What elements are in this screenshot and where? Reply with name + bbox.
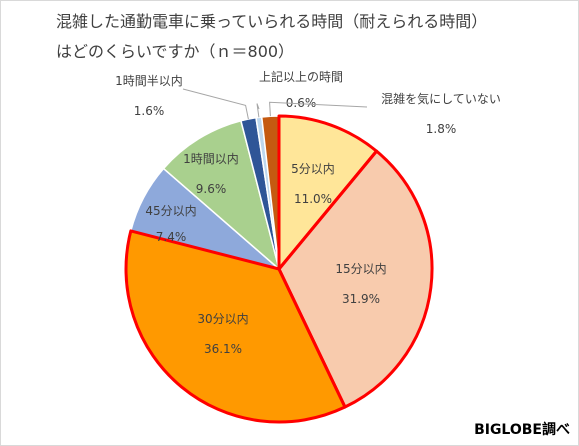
chart-subtitle: はどのくらいですか（ｎ＝800） bbox=[56, 42, 295, 61]
slice-5-label: 1時間以内 bbox=[183, 152, 239, 166]
slice-5-value-label: 9.6% bbox=[196, 182, 227, 196]
slice-2-label: 15分以内 bbox=[335, 262, 386, 276]
slice-6-value-label: 1.6% bbox=[134, 104, 165, 118]
slice-6-leader-line bbox=[182, 88, 249, 120]
slice-8-leader-line bbox=[269, 101, 368, 117]
slice-7-leader-line bbox=[256, 103, 260, 118]
chart-title: 混雑した通勤電車に乗っていられる時間（耐えられる時間） bbox=[56, 12, 488, 31]
slice-1-value-label: 11.0% bbox=[294, 192, 332, 206]
slice-2-value-label: 31.9% bbox=[342, 292, 380, 306]
slice-3-highlight bbox=[124, 229, 347, 424]
slice-6-label: 1時間半以内 bbox=[115, 74, 183, 88]
slice-8-label: 混雑を気にしていない bbox=[381, 91, 501, 106]
source-credit: BIGLOBE調べ bbox=[474, 422, 570, 438]
slice-4-label: 45分以内 bbox=[145, 204, 196, 218]
slice-2-highlight bbox=[277, 149, 434, 409]
slice-1-label: 5分以内 bbox=[291, 162, 335, 176]
slice-4-value-label: 7.4% bbox=[156, 230, 187, 244]
slice-3-label: 30分以内 bbox=[197, 312, 248, 326]
slice-7-label: 上記以上の時間 bbox=[259, 69, 343, 84]
slice-3-value-label: 36.1% bbox=[204, 342, 242, 356]
slice-7-value-label: 0.6% bbox=[286, 96, 317, 110]
slice-1-highlight bbox=[277, 114, 379, 271]
slice-8-value-label: 1.8% bbox=[426, 122, 457, 136]
